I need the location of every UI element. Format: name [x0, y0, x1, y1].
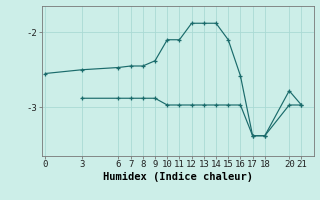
X-axis label: Humidex (Indice chaleur): Humidex (Indice chaleur) — [103, 172, 252, 182]
